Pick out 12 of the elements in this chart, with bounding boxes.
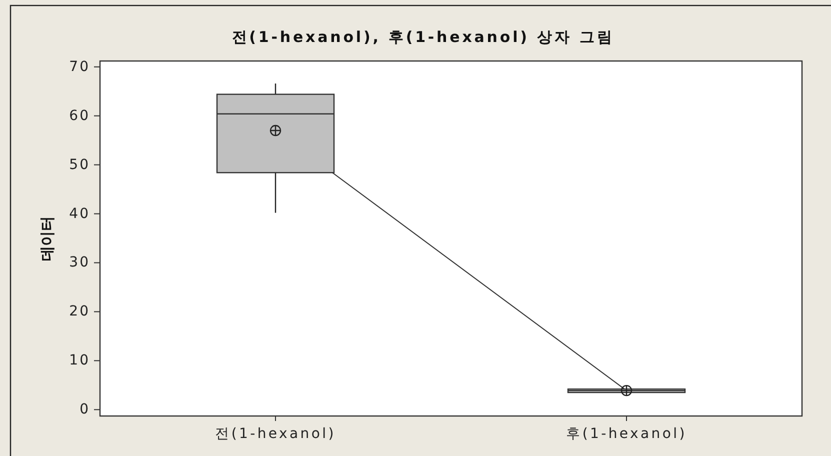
y-tick-label: 20 [69,304,90,320]
x-tick-label: 후(1-hexanol) [566,426,687,442]
y-tick-label: 40 [69,206,90,222]
y-tick-label: 0 [80,402,90,418]
y-tick-label: 30 [69,254,90,271]
y-tick-label: 70 [69,58,90,75]
y-axis-title: 데이터 [38,216,56,261]
y-tick-label: 60 [69,108,90,124]
y-tick-label: 10 [69,352,90,369]
y-tick-label: 50 [69,156,90,173]
x-tick-label: 전(1-hexanol) [215,426,336,442]
chart-title: 전(1-hexanol), 후(1-hexanol) 상자 그림 [232,28,614,46]
